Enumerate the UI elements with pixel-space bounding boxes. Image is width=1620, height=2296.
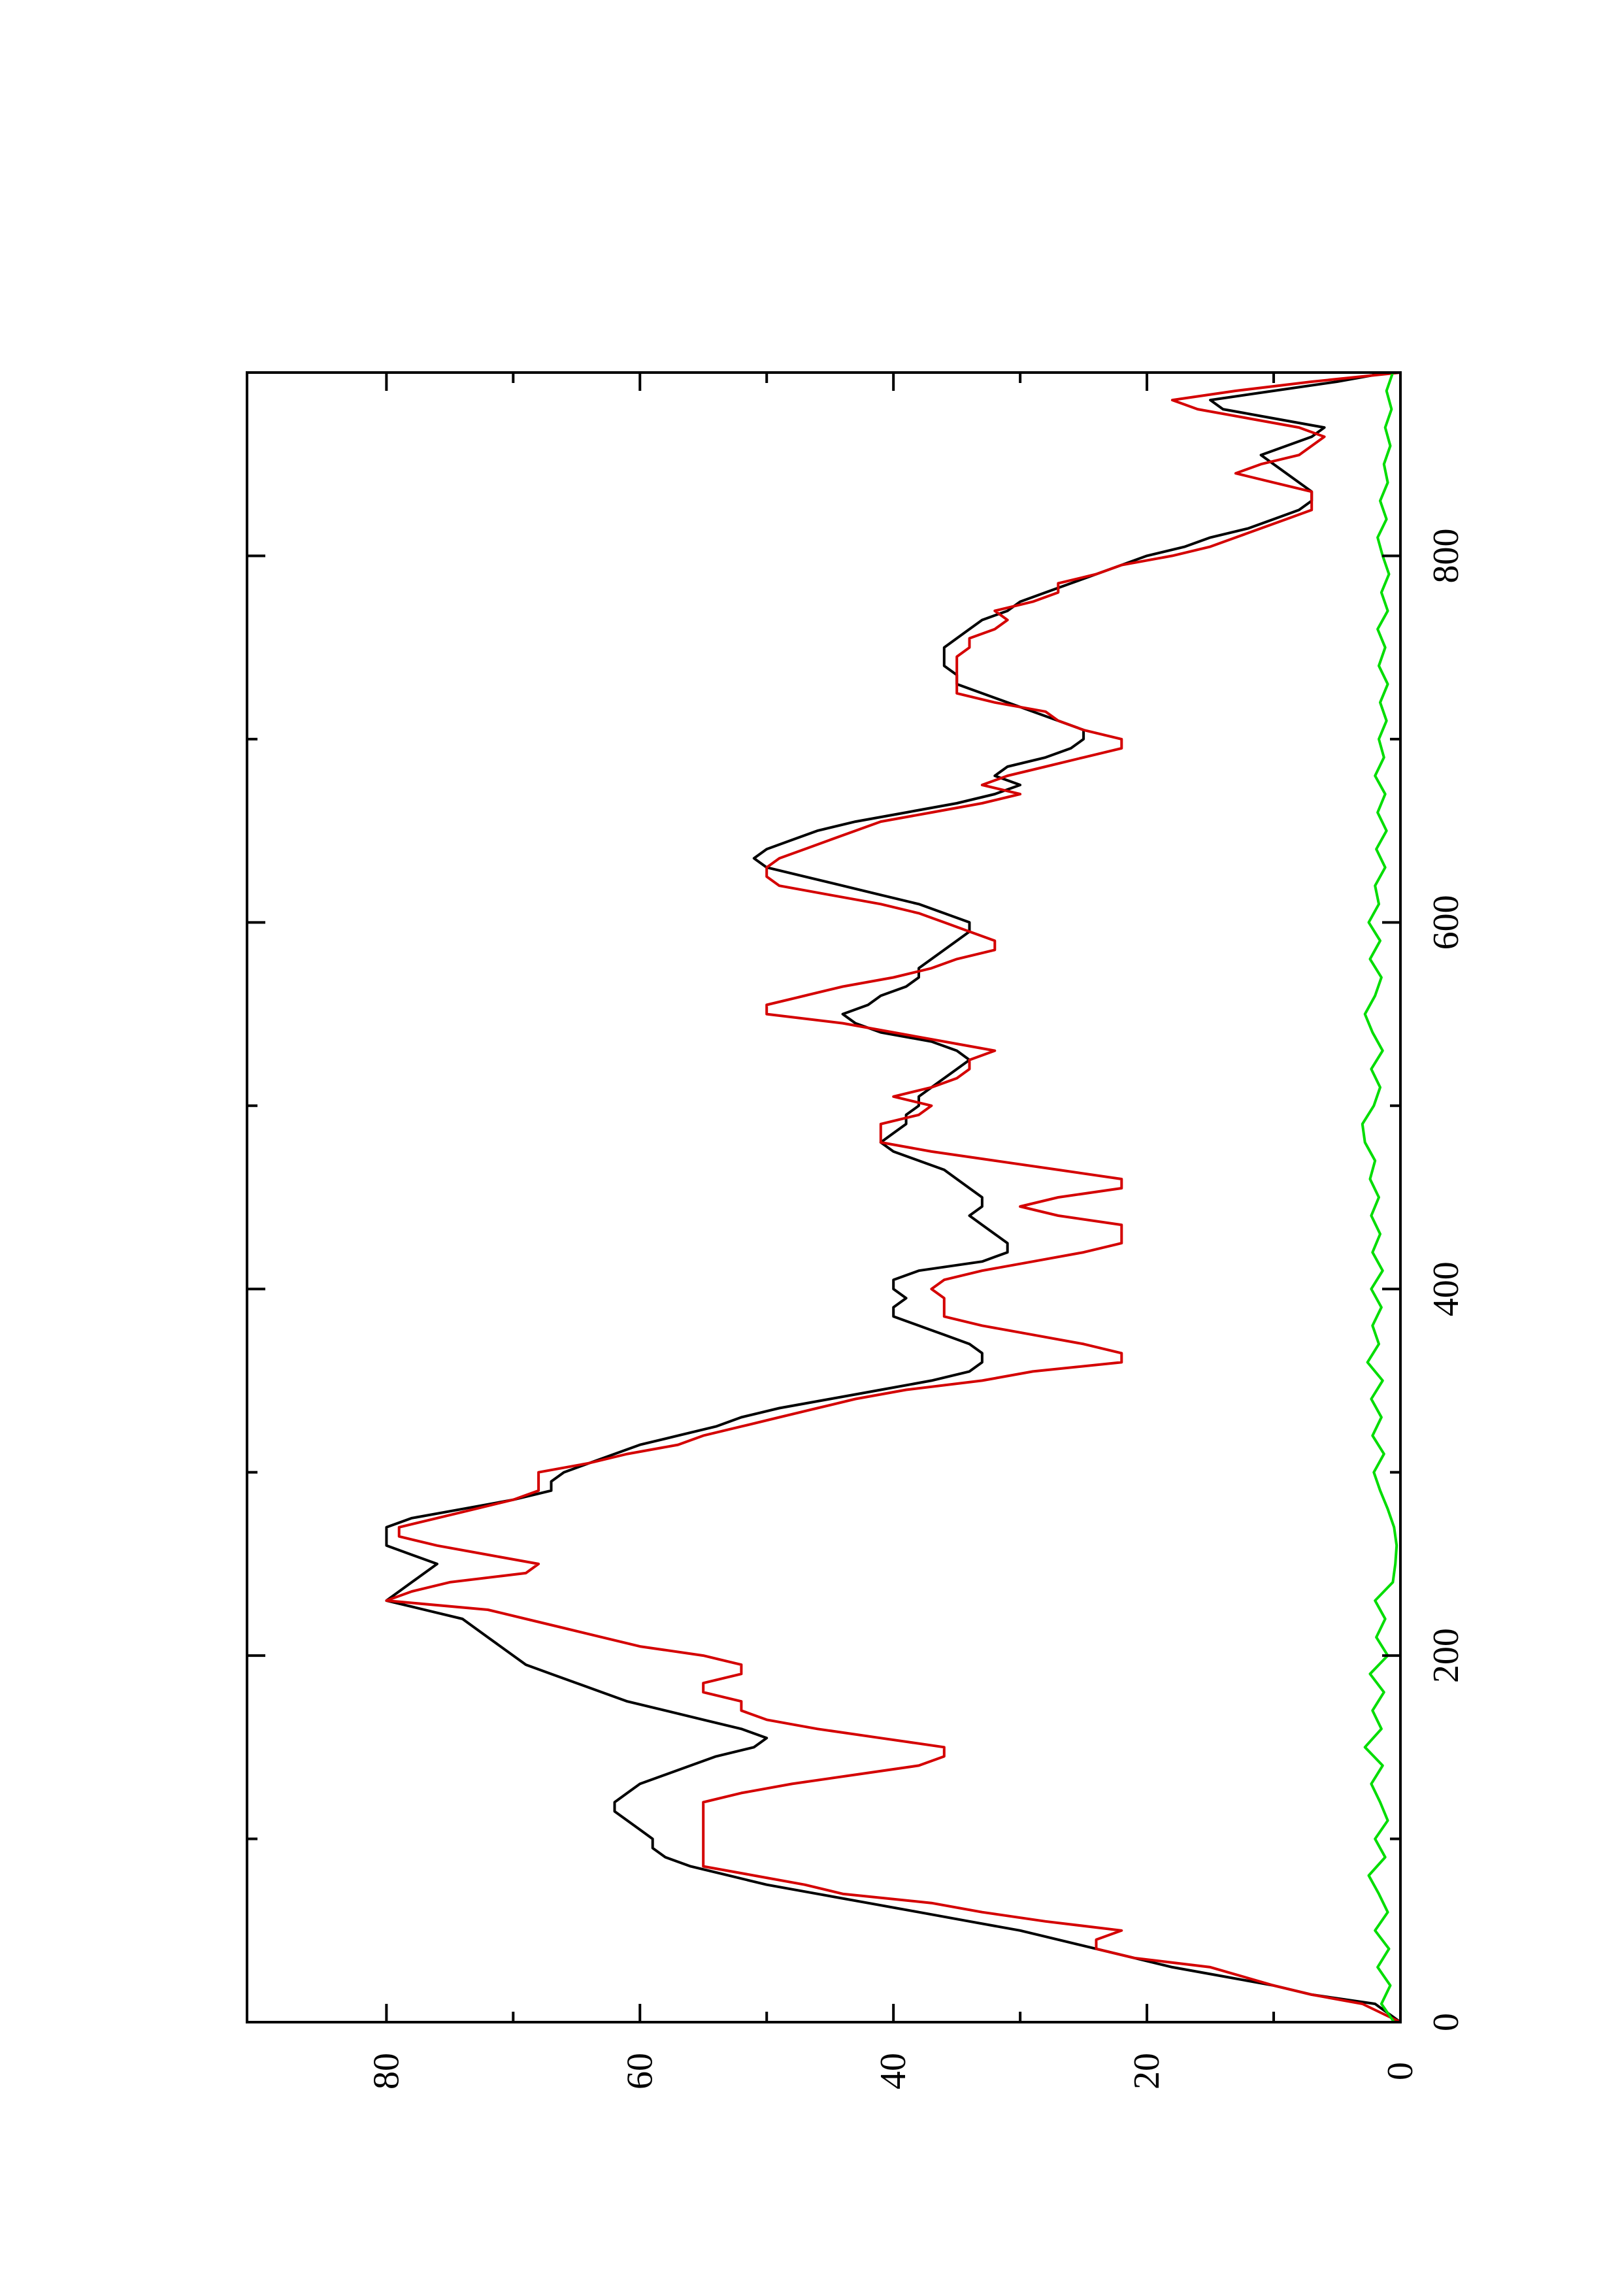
x-tick-label: 200 (1426, 1628, 1466, 1683)
x-tick-label: 400 (1426, 1261, 1466, 1316)
plot-frame (246, 371, 1402, 2023)
y-tick-label: 80 (366, 2053, 406, 2089)
y-tick-label: 20 (1127, 2053, 1167, 2089)
y-tick-label: 0 (1380, 2062, 1421, 2080)
x-tick-label: 800 (1426, 528, 1466, 583)
series-line-3 (1361, 372, 1398, 2023)
series-layer (385, 371, 1402, 2023)
series-line-1 (385, 371, 1402, 2023)
y-tick-label: 60 (620, 2053, 660, 2089)
series-line-2 (385, 371, 1401, 2023)
y-tick-label: 40 (873, 2053, 914, 2089)
tick-label-layer: 0 200 400 600 800 0 20 40 60 80 (366, 528, 1466, 2089)
x-tick-label: 0 (1426, 2013, 1466, 2031)
x-tick-label: 600 (1426, 895, 1466, 950)
